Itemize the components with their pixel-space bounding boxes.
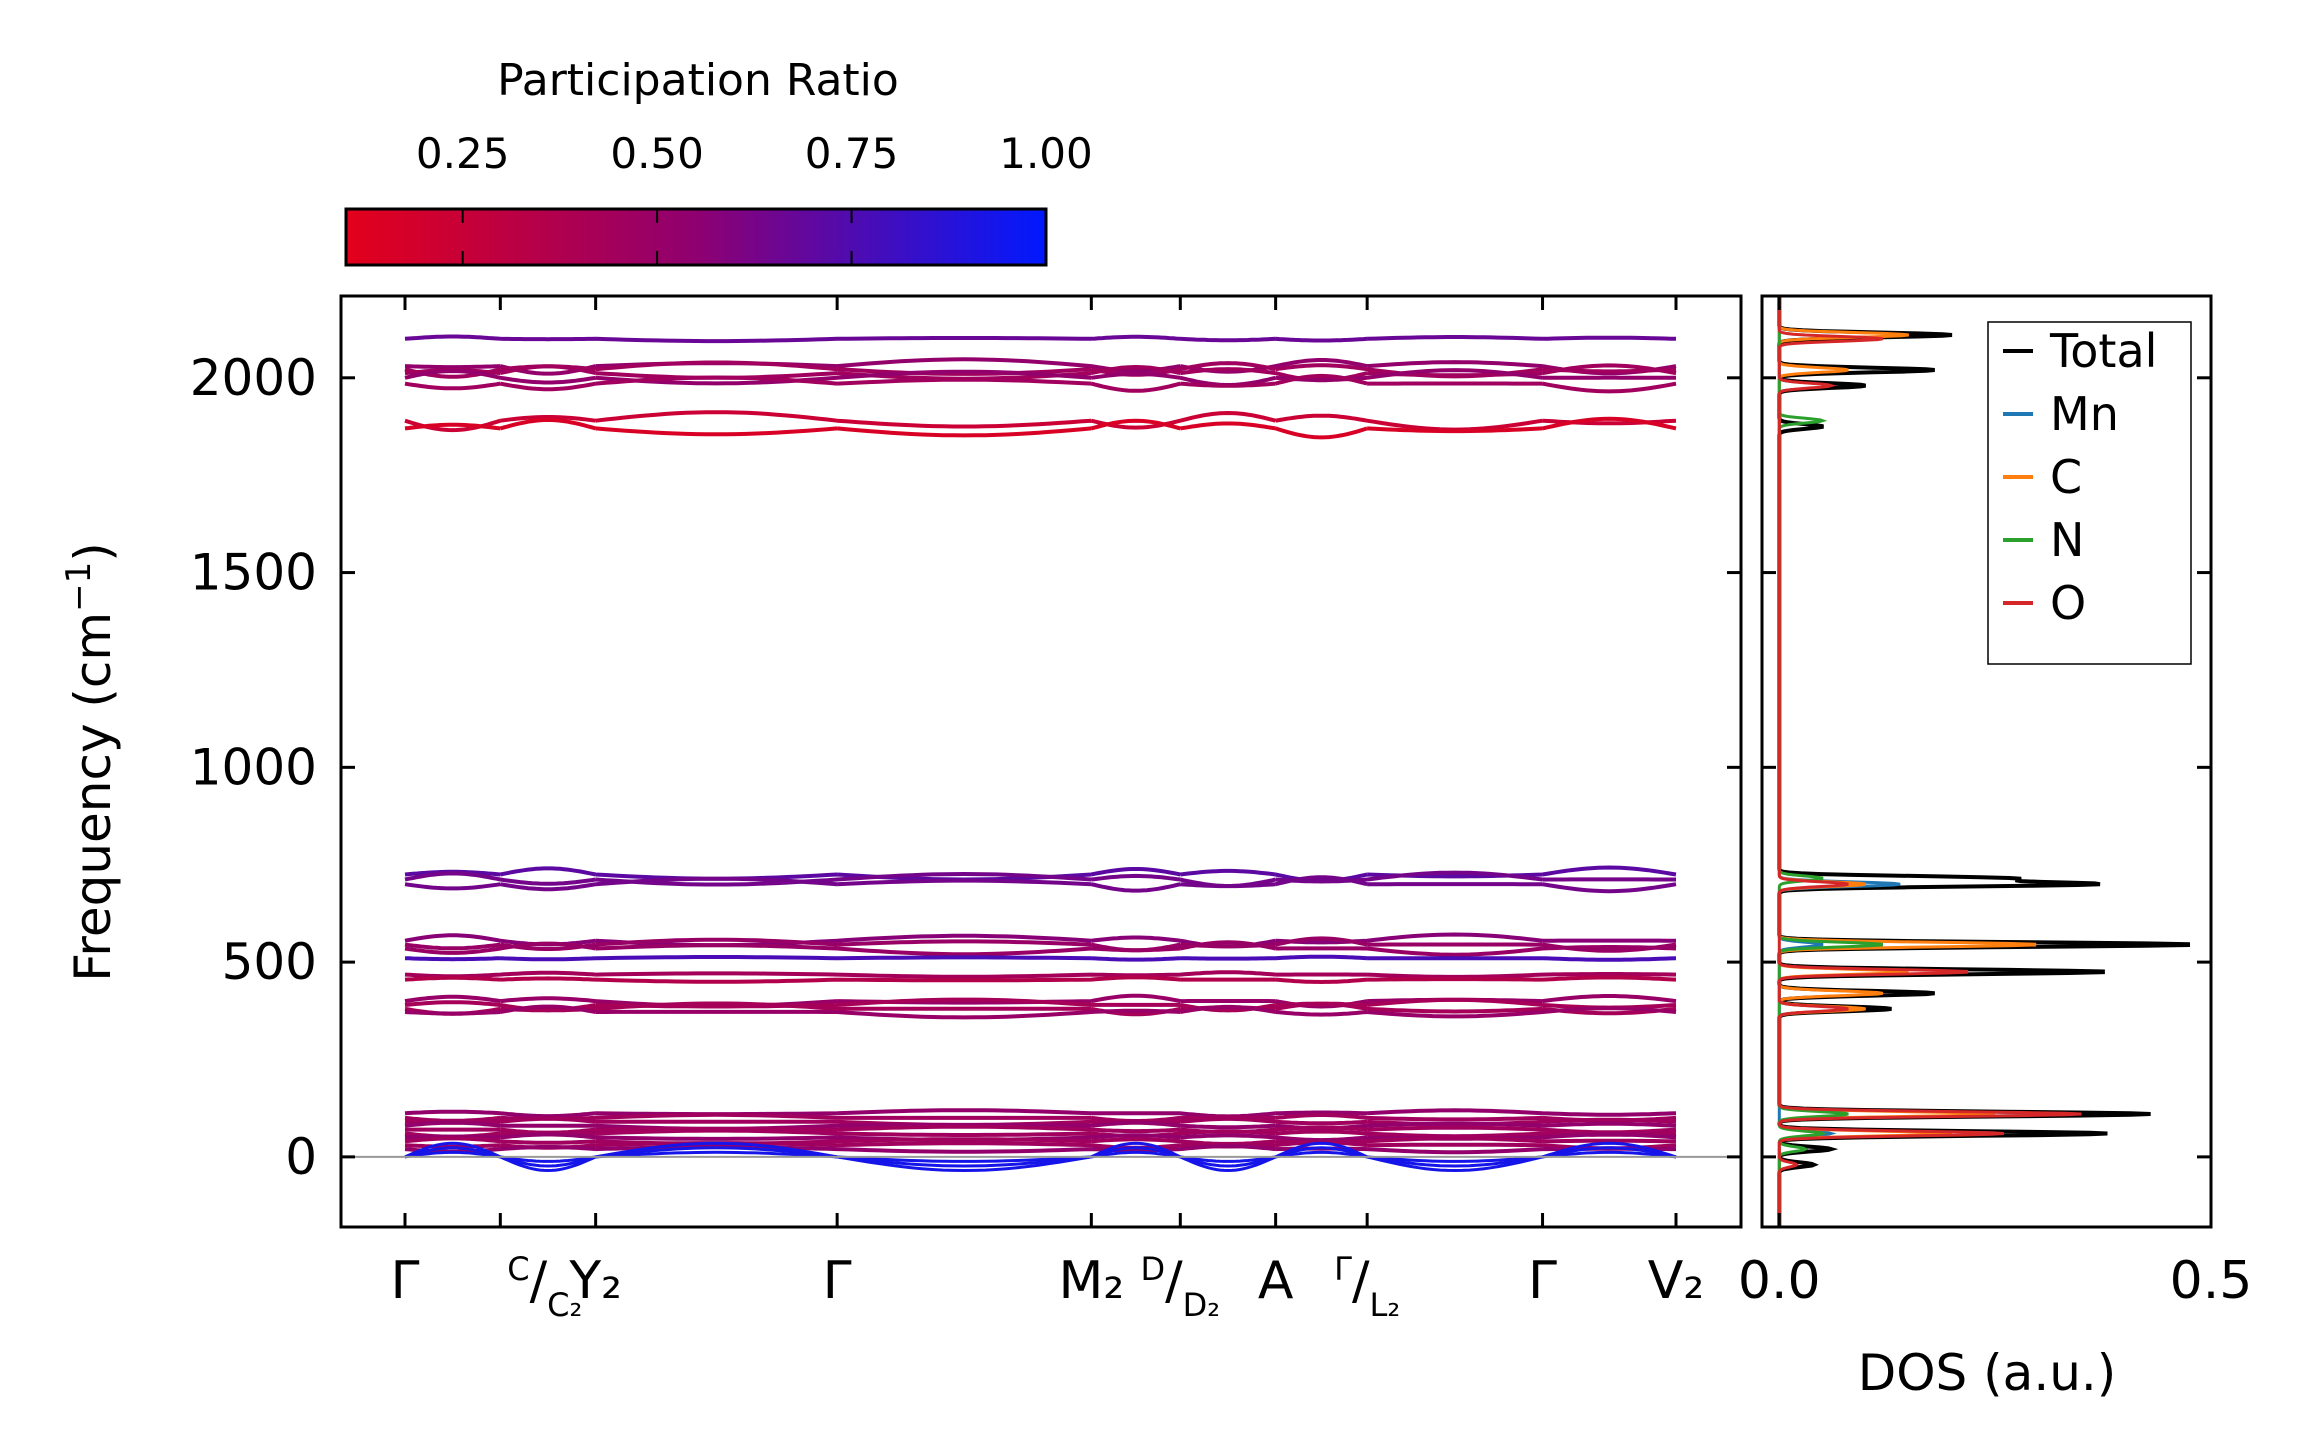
tick-label-superscript: D	[1140, 1250, 1165, 1288]
tick-label-main: V₂	[1648, 1251, 1704, 1311]
tick-label-main: M₂	[1058, 1251, 1124, 1311]
band-x-tick-label: D/D₂	[1140, 1250, 1220, 1324]
dos-legend-box	[1987, 321, 2192, 665]
colorbar-tick-label: 0.75	[805, 129, 899, 178]
phonon-band	[404, 970, 1677, 979]
band-x-tick-label: Γ	[823, 1251, 852, 1311]
dos-ticks: 0.0 0.5	[1738, 296, 2252, 1311]
dos-x-tick-label: 0.5	[2170, 1251, 2253, 1311]
colorbar-label: Participation Ratio	[497, 55, 899, 106]
tick-label-main: /	[530, 1251, 548, 1311]
tick-label-main: Γ	[1528, 1251, 1557, 1311]
legend-label-mn: Mn	[2050, 387, 2119, 441]
y-axis-label-superscript: −1	[59, 562, 99, 612]
dos-curve-n	[1777, 296, 1883, 1227]
band-y-tick-label: 500	[222, 933, 317, 991]
y-axis-label: Frequency (cm−1)	[59, 542, 122, 982]
tick-label-subscript: L₂	[1369, 1286, 1400, 1324]
dos-legend-entries: Total Mn CNO	[2003, 324, 2157, 630]
phonon-band	[404, 416, 1677, 440]
colorbar-tick-label: 0.25	[416, 129, 510, 178]
band-x-tick-label: V₂	[1648, 1251, 1704, 1311]
phonon-band	[404, 954, 1677, 962]
band-axes-frame	[339, 294, 1743, 1229]
tick-label-subscript: D₂	[1183, 1286, 1220, 1324]
colorbar-tick-label: 1.00	[999, 129, 1093, 178]
tick-label-main: Γ	[823, 1251, 852, 1311]
dos-axes-frame	[1760, 294, 2213, 1229]
colorbar-tick-label: 0.50	[610, 129, 704, 178]
acoustic-band	[404, 1141, 1677, 1173]
band-y-tick-label: 0	[285, 1128, 317, 1186]
dos-curve-o	[1777, 296, 2082, 1227]
phonon-band	[404, 1004, 1677, 1020]
band-x-tick-label: Γ/L₂	[1334, 1250, 1400, 1324]
tick-label-main: Γ	[391, 1251, 420, 1311]
tick-label-main: /	[1352, 1251, 1370, 1311]
dos-curve-mn	[1777, 296, 1901, 1227]
legend-label-o: O	[2050, 576, 2086, 630]
tick-label-superscript: Γ	[1334, 1250, 1352, 1288]
colorbar-gradient	[344, 207, 1048, 267]
acoustic-band	[404, 1146, 1677, 1168]
band-x-tick-label: Y₂	[568, 1251, 622, 1311]
band-y-ticks: 0 500 1000 1500 2000	[190, 349, 1741, 1186]
phonon-band	[404, 975, 1677, 985]
acoustic-band	[404, 1150, 1677, 1163]
dos-x-tick-label: 0.0	[1738, 1251, 1821, 1311]
legend-label-total: Total	[2049, 324, 2157, 378]
band-x-tick-label: Γ	[1528, 1251, 1557, 1311]
dos-x-axis-label: DOS (a.u.)	[1858, 1344, 2117, 1402]
tick-label-superscript: C	[507, 1250, 529, 1288]
tick-label-main: Y₂	[568, 1251, 622, 1311]
y-axis-label-text: Frequency (cm	[64, 612, 122, 982]
phonon-band	[404, 875, 1677, 894]
phonon-band	[404, 1108, 1677, 1119]
band-x-tick-label: M₂	[1058, 1251, 1124, 1311]
band-lines	[404, 334, 1677, 1173]
y-axis-label-close: )	[64, 542, 122, 562]
colorbar-ticks	[461, 209, 853, 265]
phonon-band	[404, 373, 1677, 394]
colorbar: Participation Ratio 0.25 0.50 0.75 1.00	[344, 55, 1093, 267]
tick-label-main: /	[1165, 1251, 1183, 1311]
dos-legend: Total Mn CNO	[1987, 321, 2192, 665]
dos-panel: 0.0 0.5 DOS (a.u.) Total Mn CNO	[1738, 294, 2252, 1402]
band-x-tick-label: C/C₂	[507, 1250, 582, 1324]
colorbar-tick-labels: 0.25 0.50 0.75 1.00	[416, 129, 1093, 178]
legend-label-c: C	[2050, 450, 2082, 504]
tick-label-main: A	[1258, 1251, 1294, 1311]
band-x-tick-label: Γ	[391, 1251, 420, 1311]
tick-label-subscript: C₂	[547, 1286, 582, 1324]
legend-label-n: N	[2050, 513, 2084, 567]
phonon-band	[404, 940, 1677, 957]
band-y-tick-label: 2000	[190, 349, 317, 407]
band-y-tick-label: 1000	[190, 738, 317, 796]
dos-lines	[1777, 296, 2190, 1227]
phonon-band	[404, 334, 1677, 344]
band-x-tick-label: A	[1258, 1251, 1294, 1311]
band-y-tick-label: 1500	[190, 544, 317, 602]
